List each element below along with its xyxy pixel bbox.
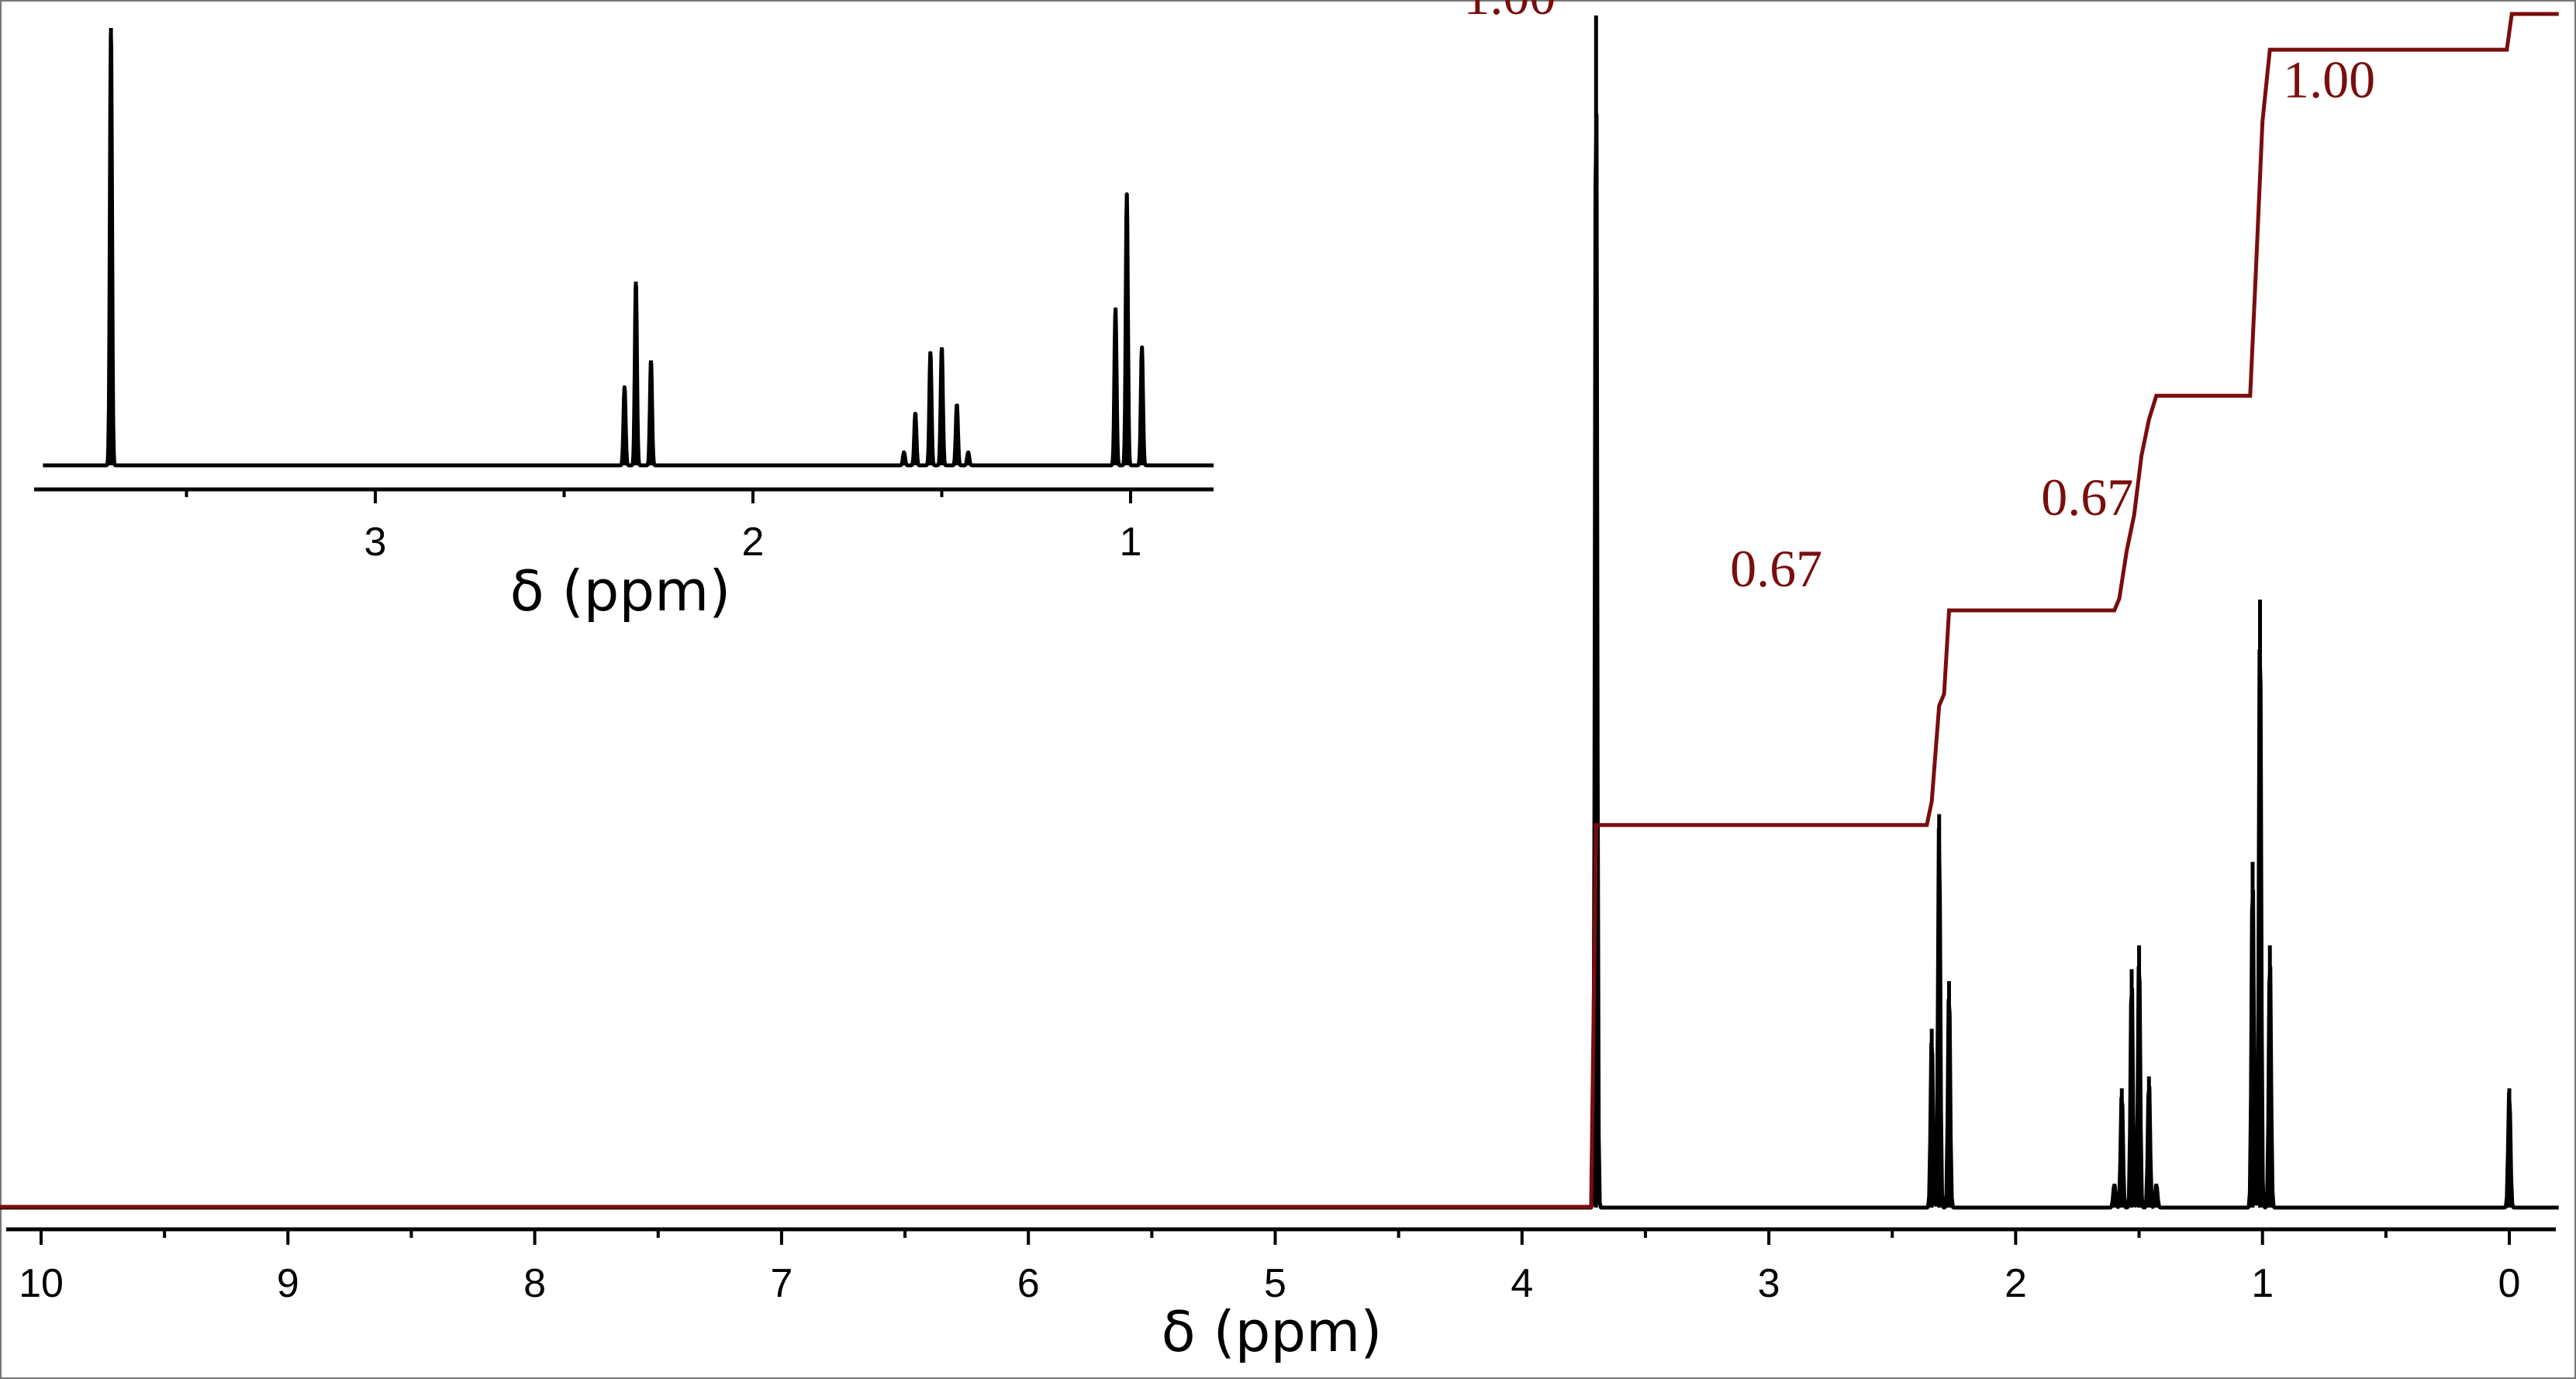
- main-x-tick-label: 5: [1264, 1261, 1286, 1306]
- main-x-tick-label: 9: [277, 1261, 299, 1306]
- integral-label: 1.00: [2283, 50, 2375, 109]
- inset-spectrum-plot: 3 2 1 δ (ppm): [34, 28, 1215, 624]
- main-x-axis-title: δ (ppm): [1162, 1299, 1383, 1364]
- main-x-tick-label: 7: [770, 1261, 792, 1306]
- main-x-tick-label: 4: [1511, 1261, 1533, 1306]
- main-x-tick-label: 0: [2498, 1261, 2521, 1306]
- integral-label: 1.00: [1463, 0, 1556, 26]
- inset-x-tick-label: 2: [742, 520, 765, 565]
- integral-curve: [0, 12, 2559, 1209]
- inset-x-tick-label: 1: [1120, 520, 1142, 565]
- main-x-tick-label: 3: [1758, 1261, 1780, 1306]
- main-x-axis-ticks: 10 9 8 7 6 5 4 3 2 1 0: [6, 1227, 2556, 1306]
- inset-spectrum-marks: [41, 28, 1215, 468]
- main-x-tick-label: 8: [523, 1261, 546, 1306]
- inset-x-axis-title: δ (ppm): [510, 558, 731, 624]
- main-x-tick-label: 1: [2251, 1261, 2274, 1306]
- main-spectrum-marks: 1.00 0.67 0.67 1.00: [0, 0, 2560, 1210]
- inset-x-tick-label: 3: [364, 520, 387, 565]
- inset-x-axis-ticks: 3 2 1: [34, 487, 1214, 565]
- main-x-tick-label: 2: [2005, 1261, 2027, 1306]
- inset-spectrum-trace: [41, 32, 1215, 468]
- main-x-tick-label: 6: [1017, 1261, 1040, 1306]
- integral-label: 0.67: [2041, 468, 2133, 527]
- integral-label: 0.67: [1730, 539, 1822, 598]
- main-x-tick-label: 10: [19, 1261, 64, 1306]
